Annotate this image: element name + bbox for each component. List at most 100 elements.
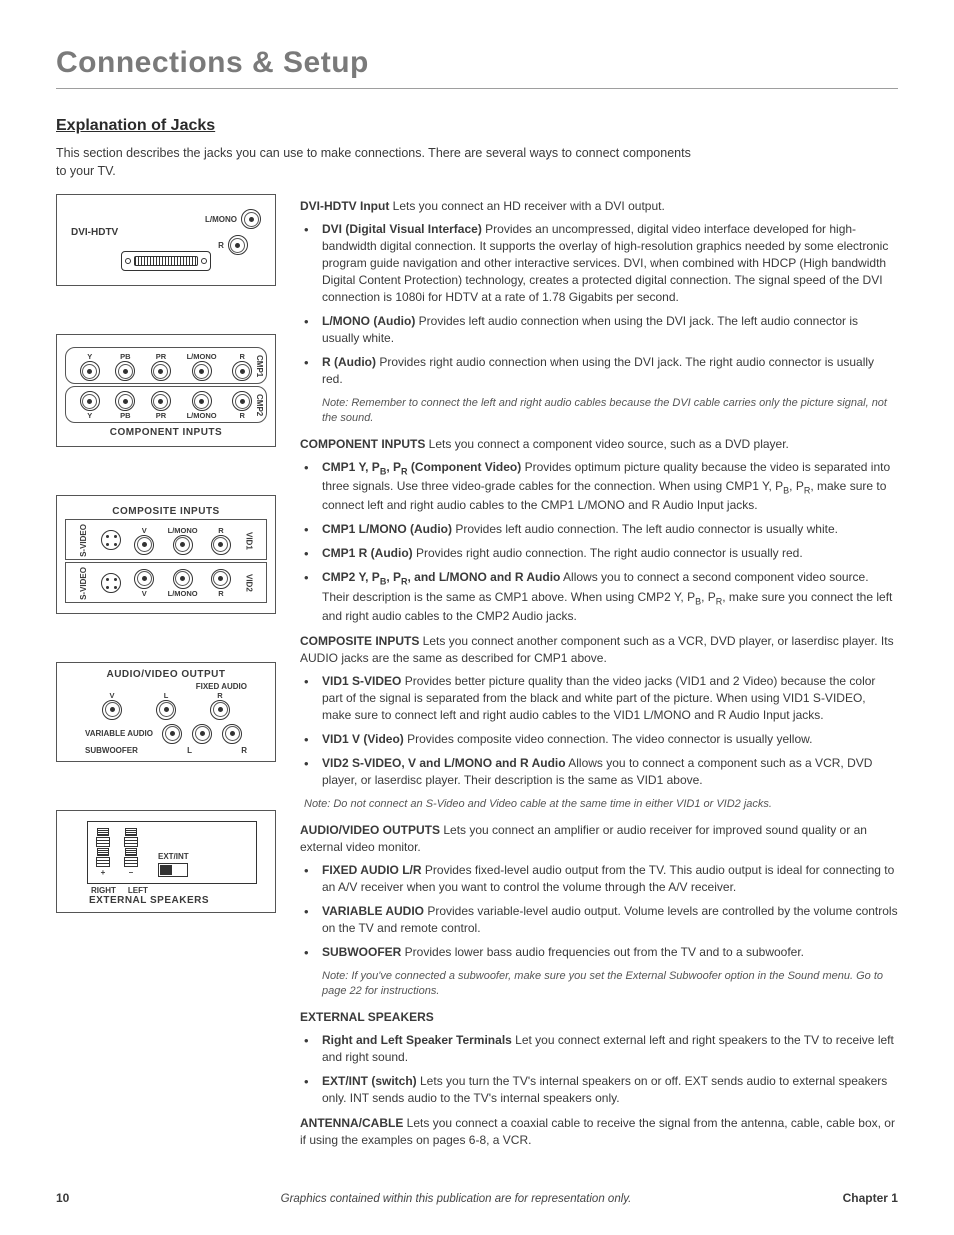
vid2-tag: VID2 xyxy=(244,574,253,592)
composite-row-2: S-VIDEO V L/MONO R VID2 xyxy=(65,562,267,603)
diagram-column: DVI-HDTV L/MONO R Y xyxy=(56,194,276,1159)
r-label: R xyxy=(239,411,244,420)
l-label: L xyxy=(164,691,169,700)
jack-icon xyxy=(210,700,230,720)
external-speakers-heading: EXTERNAL SPEAKERS xyxy=(300,1009,898,1026)
diagram-composite: COMPOSITE INPUTS S-VIDEO V L/MONO R VID1… xyxy=(56,495,276,614)
note-text: Note: Do not connect an S-Video and Vide… xyxy=(300,797,898,812)
antenna-cable-text: ANTENNA/CABLE Lets you connect a coaxial… xyxy=(300,1115,898,1149)
list-item: CMP1 R (Audio) Provides right audio conn… xyxy=(318,545,898,562)
composite-row-1: S-VIDEO V L/MONO R VID1 xyxy=(65,519,267,560)
jack-icon xyxy=(173,535,193,555)
list-item: EXT/INT (switch) Lets you turn the TV's … xyxy=(318,1073,898,1107)
lmono-label: L/MONO xyxy=(187,352,217,361)
list-item: DVI (Digital Visual Interface) Provides … xyxy=(318,221,898,306)
diagram-component: Y PB PR L/MONO R CMP1 Y PB PR L/MONO R C… xyxy=(56,334,276,447)
intro-text: This section describes the jacks you can… xyxy=(56,145,696,180)
pr-label: PR xyxy=(156,411,166,420)
dvi-title: DVI-HDTV xyxy=(71,227,118,238)
svideo-label: S-VIDEO xyxy=(79,567,88,600)
svideo-label: S-VIDEO xyxy=(79,524,88,557)
page-number: 10 xyxy=(56,1191,69,1205)
speaker-terminal-icon: + xyxy=(94,828,112,877)
list-item: CMP1 Y, PB, PR (Component Video) Provide… xyxy=(318,459,898,514)
diagram-avoutput: AUDIO/VIDEO OUTPUT FIXED AUDIO V L R VAR… xyxy=(56,662,276,762)
cmp2-tag: CMP2 xyxy=(255,394,264,416)
vid1-tag: VID1 xyxy=(244,532,253,550)
jack-icon xyxy=(134,569,154,589)
section-heading: Explanation of Jacks xyxy=(56,117,898,135)
variable-audio-label: VARIABLE AUDIO xyxy=(85,730,153,738)
jack-icon xyxy=(80,391,100,411)
r-label: R xyxy=(218,589,223,598)
lmono-label: L/MONO xyxy=(187,411,217,420)
jack-icon xyxy=(192,724,212,744)
right-label: RIGHT xyxy=(91,886,116,895)
jack-icon xyxy=(211,535,231,555)
subwoofer-label: SUBWOOFER xyxy=(85,746,138,755)
avout-caption: AUDIO/VIDEO OUTPUT xyxy=(85,669,247,680)
list-item: CMP2 Y, PB, PR, and L/MONO and R Audio A… xyxy=(318,569,898,624)
avoutputs-heading: AUDIO/VIDEO OUTPUTS Lets you connect an … xyxy=(300,822,898,856)
jack-icon xyxy=(222,724,242,744)
list-item: VID1 S-VIDEO Provides better picture qua… xyxy=(318,673,898,724)
list-item: VID2 S-VIDEO, V and L/MONO and R Audio A… xyxy=(318,755,898,789)
footer-note: Graphics contained within this publicati… xyxy=(281,1193,632,1205)
jack-icon xyxy=(156,700,176,720)
list-item: SUBWOOFER Provides lower bass audio freq… xyxy=(318,944,898,961)
dvi-input-heading: DVI-HDTV Input Lets you connect an HD re… xyxy=(300,198,898,215)
pb-label: PB xyxy=(120,352,130,361)
lmono-label: L/MONO xyxy=(168,589,198,598)
page-title: Connections & Setup xyxy=(56,46,898,89)
speakers-caption: EXTERNAL SPEAKERS xyxy=(87,895,257,906)
r-label: R xyxy=(239,352,244,361)
pb-label: PB xyxy=(120,411,130,420)
jack-icon xyxy=(115,391,135,411)
jack-icon xyxy=(211,569,231,589)
jack-icon xyxy=(151,391,171,411)
body-column: DVI-HDTV Input Lets you connect an HD re… xyxy=(300,194,898,1159)
jack-icon xyxy=(134,535,154,555)
dvi-r-label: R xyxy=(218,241,224,250)
r-label: R xyxy=(218,526,223,535)
r-label: R xyxy=(217,691,222,700)
component-row-2: Y PB PR L/MONO R CMP2 xyxy=(65,386,267,423)
jack-icon xyxy=(80,361,100,381)
jack-icon xyxy=(241,209,261,229)
component-row-1: Y PB PR L/MONO R CMP1 xyxy=(65,347,267,384)
y-label: Y xyxy=(87,411,92,420)
composite-caption: COMPOSITE INPUTS xyxy=(65,506,267,517)
r-label: R xyxy=(241,746,247,755)
dvi-lmono-label: L/MONO xyxy=(205,215,237,224)
list-item: L/MONO (Audio) Provides left audio conne… xyxy=(318,313,898,347)
y-label: Y xyxy=(87,352,92,361)
jack-icon xyxy=(151,361,171,381)
svideo-icon xyxy=(101,530,121,550)
extint-switch-icon xyxy=(158,863,188,877)
jack-icon xyxy=(192,361,212,381)
page-footer: 10 Graphics contained within this public… xyxy=(56,1191,898,1205)
plus-label: + xyxy=(101,868,106,877)
note-text: Note: Remember to connect the left and r… xyxy=(300,396,898,426)
chapter-label: Chapter 1 xyxy=(843,1191,898,1205)
pr-label: PR xyxy=(156,352,166,361)
minus-label: – xyxy=(129,868,133,877)
composite-inputs-heading: COMPOSITE INPUTS Lets you connect anothe… xyxy=(300,633,898,667)
list-item: R (Audio) Provides right audio connectio… xyxy=(318,354,898,388)
jack-icon xyxy=(228,235,248,255)
note-text: Note: If you've connected a subwoofer, m… xyxy=(300,969,898,999)
fixed-audio-label: FIXED AUDIO xyxy=(196,682,247,691)
list-item: FIXED AUDIO L/R Provides fixed-level aud… xyxy=(318,862,898,896)
jack-icon xyxy=(162,724,182,744)
speaker-terminal-icon: – xyxy=(122,828,140,877)
jack-icon xyxy=(232,361,252,381)
l-label: L xyxy=(187,746,192,755)
v-label: V xyxy=(109,691,114,700)
list-item: VARIABLE AUDIO Provides variable-level a… xyxy=(318,903,898,937)
list-item: VID1 V (Video) Provides composite video … xyxy=(318,731,898,748)
dvi-port-icon xyxy=(121,251,211,271)
list-item: Right and Left Speaker Terminals Let you… xyxy=(318,1032,898,1066)
cmp1-tag: CMP1 xyxy=(255,355,264,377)
jack-icon xyxy=(115,361,135,381)
lmono-label: L/MONO xyxy=(168,526,198,535)
